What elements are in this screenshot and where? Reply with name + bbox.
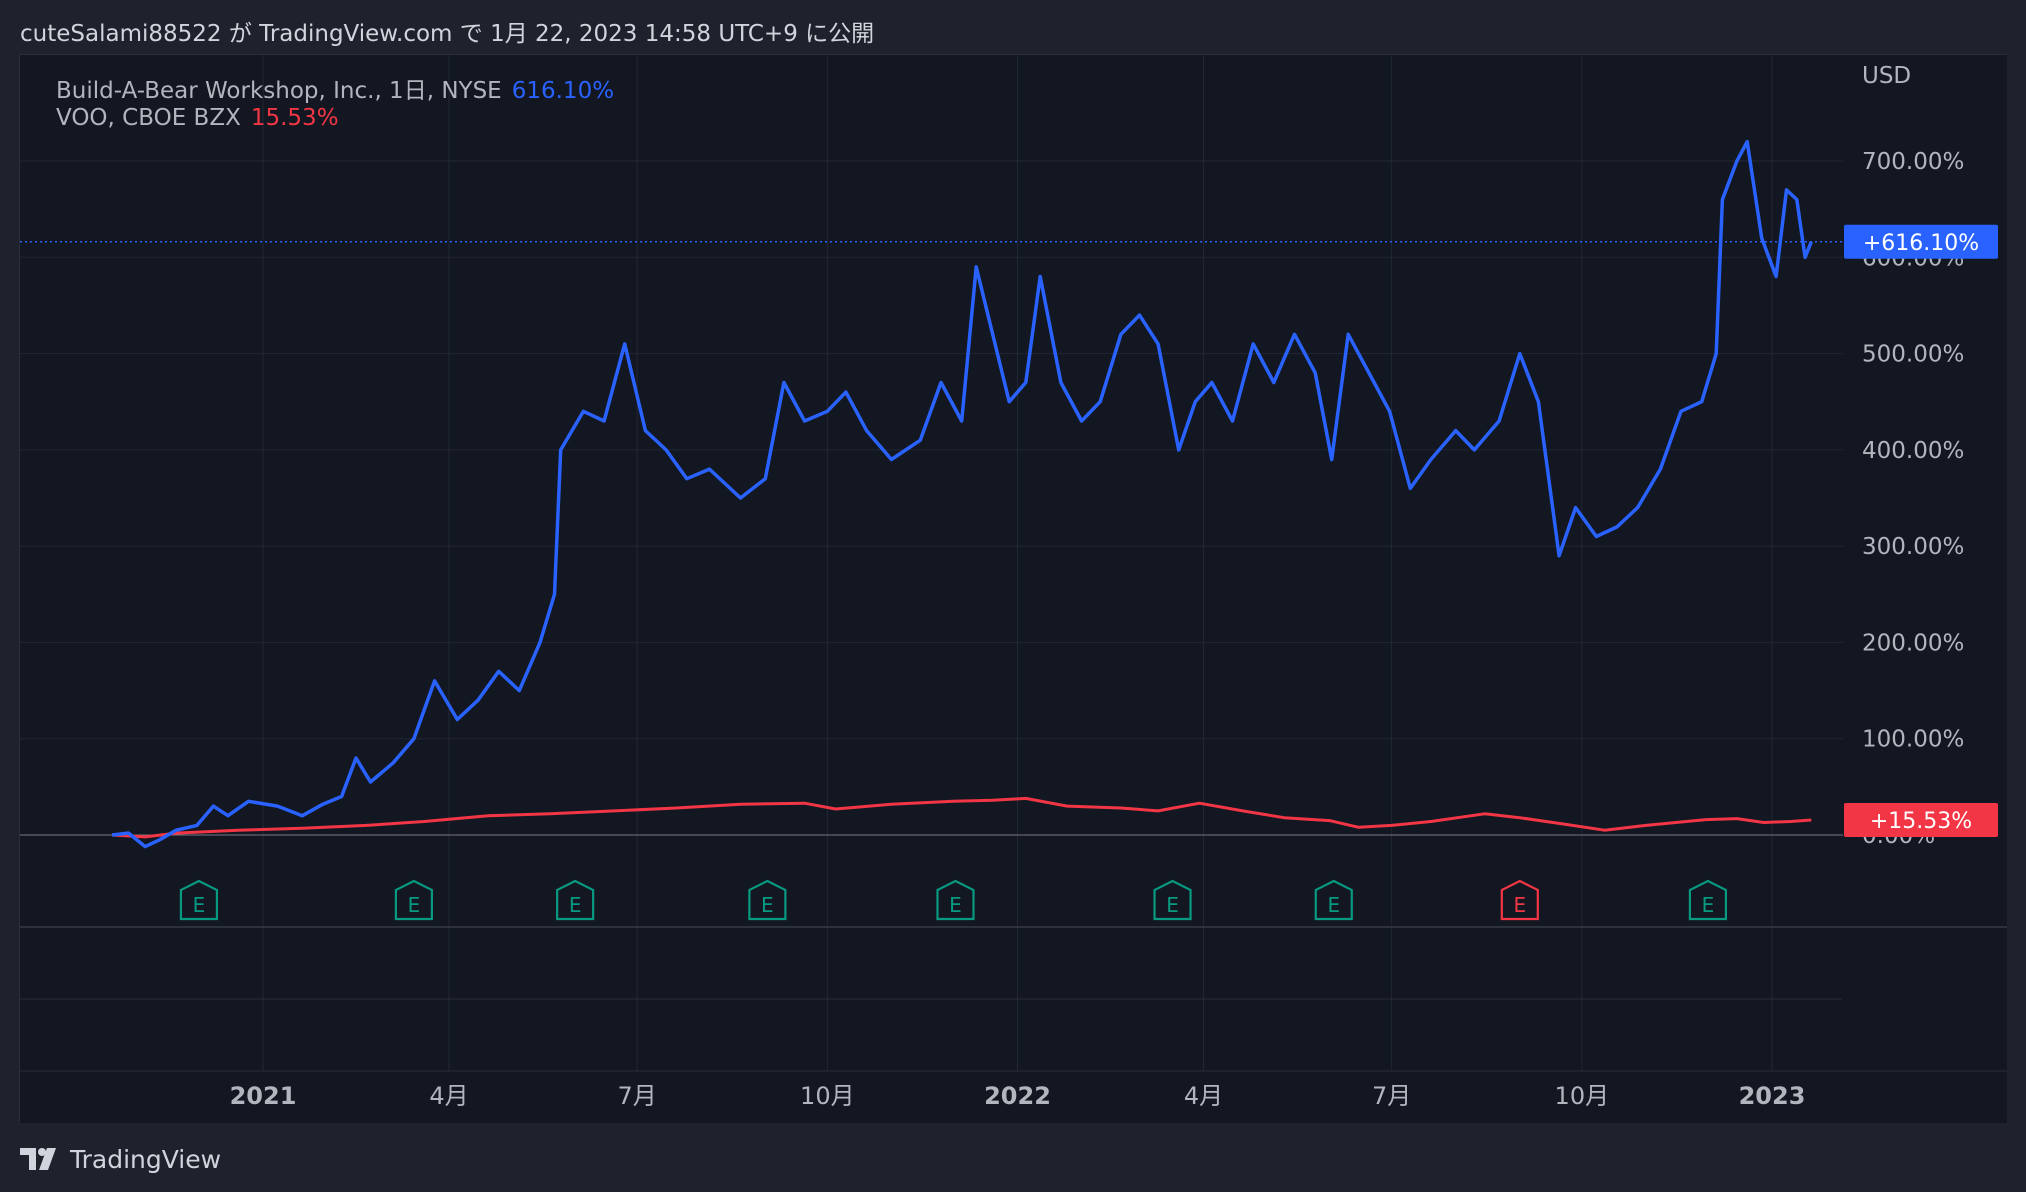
last-value-badge-bg	[1844, 224, 1998, 259]
legend-series-1-value: 616.10%	[511, 78, 615, 104]
earnings-marker-shape	[1688, 879, 1728, 921]
chart-frame[interactable]: 0.00%100.00%200.00%300.00%400.00%500.00%…	[19, 54, 2007, 1123]
y-tick-label-3: 300.00%	[1862, 534, 1964, 560]
last-value-badge-bg	[1844, 803, 1998, 838]
earnings-marker-shape	[748, 879, 787, 921]
earnings-marker-icon[interactable]: E	[936, 879, 975, 921]
x-tick-label-6: 7月	[1372, 1082, 1411, 1110]
footer-brand[interactable]: TradingView	[20, 1142, 221, 1176]
earnings-marker-label: E	[408, 893, 421, 917]
earnings-marker-shape	[1500, 879, 1539, 921]
legend-series-1[interactable]: Build-A-Bear Workshop, Inc., 1日, NYSE 616…	[56, 71, 614, 105]
x-tick-label-7: 10月	[1555, 1082, 1610, 1110]
tradingview-logo-icon	[20, 1148, 56, 1170]
earnings-marker-shape	[1153, 879, 1192, 921]
last-value-badge-series-2: +15.53%	[1844, 803, 1998, 838]
x-tick-label-1: 4月	[429, 1082, 468, 1110]
publish-header: cuteSalami88522 が TradingView.com で 1月 2…	[20, 14, 874, 48]
legend-series-2-label: VOO, CBOE BZX	[56, 105, 241, 131]
earnings-marker-label: E	[1513, 893, 1526, 917]
earnings-marker-icon[interactable]: E	[1688, 879, 1728, 921]
earnings-marker-label: E	[569, 893, 582, 917]
earnings-marker-icon[interactable]: E	[1314, 879, 1353, 921]
last-value-badge-series-1: +616.10%	[1844, 224, 1998, 259]
x-tick-label-8: 2023	[1739, 1082, 1806, 1110]
earnings-marker-label: E	[1702, 893, 1715, 917]
x-tick-label-2: 7月	[618, 1082, 657, 1110]
y-tick-label-5: 500.00%	[1862, 342, 1964, 368]
last-value-badge-text: +616.10%	[1863, 231, 1979, 256]
legend-series-2-value: 15.53%	[250, 105, 339, 131]
footer-brand-text: TradingView	[70, 1144, 222, 1174]
x-tick-label-4: 2022	[984, 1082, 1051, 1110]
chart-background	[20, 55, 2007, 1123]
y-tick-label-7: 700.00%	[1862, 149, 1964, 175]
earnings-marker-shape	[179, 879, 219, 921]
earnings-marker-label: E	[1166, 893, 1179, 917]
earnings-marker-label: E	[193, 893, 206, 917]
earnings-marker-label: E	[761, 893, 774, 917]
earnings-marker-icon[interactable]: E	[394, 879, 433, 921]
earnings-marker-shape	[1314, 879, 1353, 921]
publish-header-text: cuteSalami88522 が TradingView.com で 1月 2…	[20, 21, 875, 47]
earnings-marker-icon[interactable]: E	[179, 879, 219, 921]
y-tick-label-1: 100.00%	[1862, 727, 1964, 753]
series-line-2	[112, 796, 1812, 839]
earnings-marker-icon[interactable]: E	[556, 879, 595, 921]
earnings-marker-shape	[394, 879, 433, 921]
series-line-1	[111, 139, 1813, 849]
x-tick-label-0: 2021	[230, 1082, 297, 1110]
x-tick-label-3: 10月	[800, 1082, 855, 1110]
earnings-marker-icon[interactable]: E	[748, 879, 787, 921]
earnings-marker-icon[interactable]: E	[1500, 879, 1539, 921]
y-tick-label-2: 200.00%	[1862, 630, 1964, 656]
earnings-marker-shape	[936, 879, 975, 921]
legend-series-1-label: Build-A-Bear Workshop, Inc., 1日, NYSE	[56, 78, 502, 104]
earnings-marker-label: E	[949, 893, 962, 917]
legend-series-2[interactable]: VOO, CBOE BZX 15.53%	[56, 105, 339, 131]
earnings-marker-shape	[556, 879, 595, 921]
last-value-badge-text: +15.53%	[1870, 809, 1972, 834]
earnings-marker-icon[interactable]: E	[1153, 879, 1192, 921]
y-tick-label-4: 400.00%	[1862, 438, 1964, 464]
x-tick-label-5: 4月	[1184, 1082, 1223, 1110]
chart-canvas[interactable]: 0.00%100.00%200.00%300.00%400.00%500.00%…	[20, 55, 2007, 1123]
currency-label: USD	[1862, 63, 1911, 89]
earnings-marker-label: E	[1327, 893, 1340, 917]
